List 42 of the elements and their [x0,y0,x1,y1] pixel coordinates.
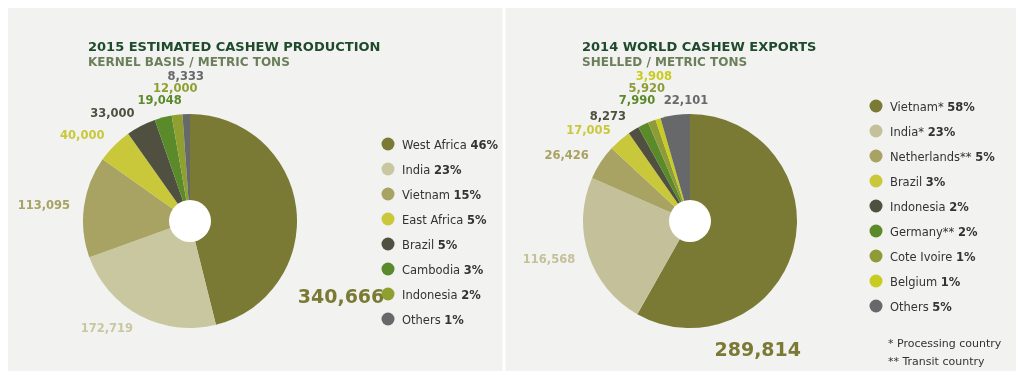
data-label: 8,333 [167,69,204,83]
data-label: 340,666 [297,284,385,307]
data-label: 33,000 [90,106,135,121]
text: ** Transit country [888,355,985,368]
data-label: 12,000 [153,81,198,95]
legend-label: India* 23% [890,124,956,139]
legend-label: East Africa 5% [402,212,487,227]
legend-label: Others 5% [890,299,953,314]
data-label: 8,273 [589,108,627,123]
chart-title: 2015 ESTIMATED CASHEW PRODUCTION [88,39,381,54]
legend-label: Brazil 5% [402,237,458,252]
legend-label: Others 1% [402,312,465,327]
data-label: 19,048 [137,93,182,107]
chart-subtitle: SHELLED / METRIC TONS [582,55,748,69]
legend-label: Vietnam* 58% [890,99,976,114]
data-label: 113,095 [17,197,71,212]
legend-label: West Africa 46% [402,137,499,152]
data-label: 22,101 [663,93,709,107]
legend-label: Indonesia 2% [890,199,970,214]
chart-title: 2014 WORLD CASHEW EXPORTS [582,39,817,54]
legend-label: Netherlands** 5% [890,149,996,164]
data-label: 3,908 [635,69,673,83]
text: * Processing country [888,337,1002,350]
legend-label: India 23% [402,162,462,177]
data-label: 289,814 [714,337,802,360]
legend-label: Belgium 1% [890,274,961,289]
chart-subtitle: KERNEL BASIS / METRIC TONS [88,55,290,69]
data-label: 172,719 [80,320,134,335]
legend-label: Cote Ivoire 1% [890,249,976,264]
pie-slice [637,114,797,328]
data-label: 7,990 [618,93,656,107]
data-label: 26,426 [544,147,589,162]
data-label: 17,005 [566,122,611,137]
legend-label: Cambodia 3% [402,262,484,277]
legend-label: Indonesia 2% [402,287,482,302]
pie-slice [190,114,297,325]
data-label: 40,000 [60,128,105,143]
legend-label: Brazil 3% [890,174,946,189]
data-label: 5,920 [628,81,665,95]
data-label: 116,568 [522,252,576,267]
legend-label: Germany** 2% [890,224,979,239]
legend-label: Vietnam 15% [402,187,482,202]
